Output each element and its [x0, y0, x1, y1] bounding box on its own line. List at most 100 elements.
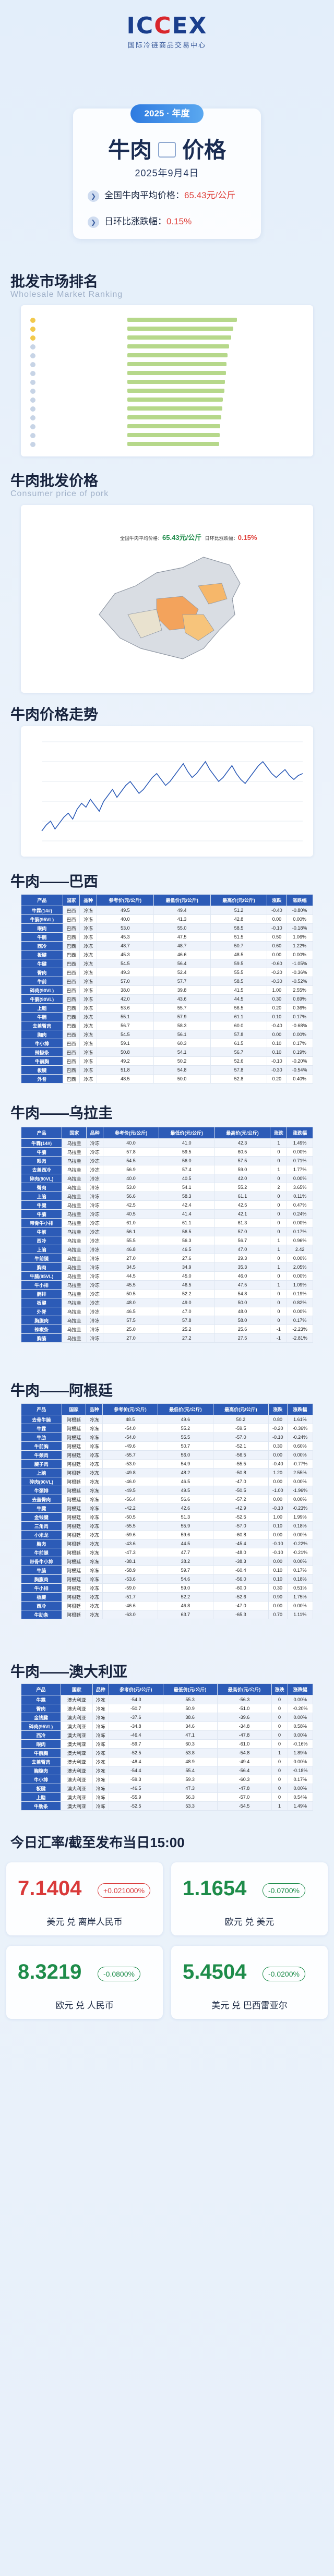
table-cell: 0.00% — [287, 1784, 314, 1793]
table-cell: 冷冻 — [86, 1548, 103, 1557]
table-cell: 0.60% — [287, 1441, 314, 1451]
table-cell: -1.05% — [286, 959, 313, 968]
table-cell: 0.00% — [287, 1757, 314, 1766]
product-cell: 板腱 — [21, 1065, 63, 1075]
table-cell: 0.00 — [267, 914, 287, 924]
table-cell: 0.11% — [287, 1191, 313, 1201]
table-cell: 45.3 — [96, 950, 154, 959]
ranking-row — [28, 413, 306, 422]
table-cell: 0.00% — [287, 1477, 314, 1486]
table-cell: 52.8 — [210, 1074, 268, 1084]
product-cell: 胸肉 — [21, 1539, 62, 1548]
table-cell: 0.47% — [287, 1200, 313, 1210]
column-header: 产品 — [21, 1403, 62, 1415]
table-cell: 54.5 — [96, 1030, 154, 1039]
table-row: 胸腹肉 澳大利亚 冷冻 -54.4 55.4 -56.4 0 -0.18% — [20, 1766, 314, 1775]
table-cell: 45.3 — [96, 932, 154, 942]
table-cell: 0.00 — [268, 1530, 288, 1539]
table-cell: 阿根廷 — [61, 1433, 87, 1442]
table-cell: 1.22% — [286, 941, 313, 950]
table-cell: 46.5 — [157, 1477, 213, 1486]
table-cell: 1.89% — [287, 1748, 314, 1758]
table-cell: 冷冻 — [92, 1730, 109, 1740]
table-cell: 乌拉圭 — [62, 1307, 87, 1316]
table-cell: 45.5 — [103, 1280, 159, 1290]
table-cell: 巴西 — [62, 968, 80, 977]
table-cell: -47.0 — [212, 1601, 269, 1610]
table-row: 牛小排 阿根廷 冷冻 -59.0 59.0 -60.0 0.30 0.51% — [21, 1583, 314, 1593]
column-header: 产品 — [21, 894, 63, 906]
table-cell: 冷冻 — [92, 1748, 109, 1758]
product-cell: 胸肉 — [21, 1030, 63, 1039]
table-cell: 澳大利亚 — [61, 1801, 93, 1811]
table-row: 牛前胸 阿根廷 冷冻 -49.6 50.7 -52.1 0.30 0.60% — [21, 1441, 314, 1451]
table-cell: 冷冻 — [86, 1298, 104, 1307]
table-cell: -38.3 — [212, 1557, 269, 1566]
table-cell: 0.17% — [287, 1775, 314, 1784]
product-cell: 上脑 — [20, 1191, 63, 1201]
table-cell: 61.5 — [210, 1039, 268, 1048]
table-cell: -59.0 — [102, 1583, 158, 1593]
table-cell: 澳大利亚 — [61, 1748, 93, 1758]
table-row: 上脑 巴西 冷冻 53.6 55.7 56.5 0.20 0.36% — [21, 1003, 313, 1013]
ranking-bar — [127, 362, 227, 366]
ranking-row — [28, 351, 306, 360]
table-cell: -0.60 — [267, 959, 287, 968]
table-cell: -52.5 — [108, 1801, 163, 1811]
fx-change-badge: -0.0200% — [263, 1967, 305, 1981]
table-cell: 冷冻 — [86, 1236, 104, 1245]
table-cell: -43.6 — [102, 1539, 158, 1548]
table-cell: 0.00 — [268, 1477, 288, 1486]
table-cell: -50.8 — [212, 1468, 269, 1477]
product-cell: 牛前腿 — [20, 1254, 63, 1263]
product-cell: 牛颈排 — [21, 1486, 62, 1495]
table-row: 牛腩 巴西 冷冻 45.3 47.5 51.5 0.50 1.06% — [21, 932, 313, 942]
table-row: 牛小排 澳大利亚 冷冻 -59.3 59.3 -60.3 0 0.17% — [20, 1775, 314, 1784]
table-cell: 27.0 — [103, 1254, 159, 1263]
product-cell: 牛小排 — [21, 1583, 62, 1593]
table-cell: 48.7 — [153, 941, 211, 950]
table-cell: 乌拉圭 — [62, 1333, 87, 1343]
column-header: 涨跌 — [271, 1683, 288, 1695]
table-cell: 冷冻 — [86, 1254, 104, 1263]
price-trend-chart — [21, 726, 313, 857]
table-row: 牛前 乌拉圭 冷冻 56.1 56.5 57.0 0 0.17% — [20, 1227, 313, 1236]
column-header: 最高价(元/公斤) — [214, 1127, 271, 1139]
product-cell: 牛前 — [20, 1227, 63, 1236]
column-header: 参考价(元/公斤) — [108, 1683, 163, 1695]
table-row: 胸肉 乌拉圭 冷冻 34.5 34.9 35.3 1 2.05% — [20, 1262, 313, 1272]
column-header: 国家 — [61, 1403, 87, 1415]
table-cell: 0.20 — [267, 1003, 287, 1013]
table-cell: 阿根廷 — [61, 1415, 87, 1424]
table-cell: 阿根廷 — [61, 1601, 87, 1610]
table-cell: -48.4 — [108, 1757, 163, 1766]
table-cell: 55.9 — [157, 1521, 213, 1531]
table-cell: -0.21% — [287, 1548, 314, 1557]
table-cell: 冷冻 — [92, 1713, 109, 1722]
table-cell: -37.6 — [108, 1713, 163, 1722]
table-cell: 0.17% — [286, 1039, 313, 1048]
product-cell: 腱子肉 — [21, 1459, 62, 1468]
table-cell: 冷冻 — [79, 1012, 97, 1021]
table-cell: 54.6 — [157, 1574, 213, 1584]
table-cell: 0.00% — [287, 1601, 314, 1610]
ranking-row — [28, 378, 306, 387]
table-cell: 0.70 — [268, 1610, 288, 1619]
table-row: 胸腹肉 阿根廷 冷冻 -53.6 54.6 -56.0 0.10 0.18% — [21, 1574, 314, 1584]
table-cell: 冷冻 — [92, 1704, 109, 1713]
table-cell: 56.5 — [158, 1227, 215, 1236]
product-cell: 西冷 — [20, 1730, 62, 1740]
table-cell: -0.18% — [286, 923, 313, 933]
brand-logo: ICCEX 国际冷链商品交易中心 — [0, 14, 334, 50]
table-cell: -54.8 — [217, 1748, 272, 1758]
table-cell: 阿根廷 — [61, 1495, 87, 1504]
ranking-row — [28, 360, 306, 369]
table-cell: 0.90 — [268, 1592, 288, 1602]
table-header-row: 产品 国家 品种 参考价(元/公斤) 最低价(元/公斤) 最高价(元/公斤) 涨跌 涨跌幅 — [21, 1403, 314, 1415]
table-cell: 0 — [270, 1298, 288, 1307]
ranking-bar — [127, 380, 225, 384]
table-cell: 46.8 — [103, 1245, 159, 1254]
ranking-bar — [127, 344, 229, 348]
table-row: 碎肉(90VL) 乌拉圭 冷冻 40.0 40.5 42.0 0 0.00% — [20, 1174, 313, 1183]
table-cell: 50.7 — [157, 1441, 213, 1451]
